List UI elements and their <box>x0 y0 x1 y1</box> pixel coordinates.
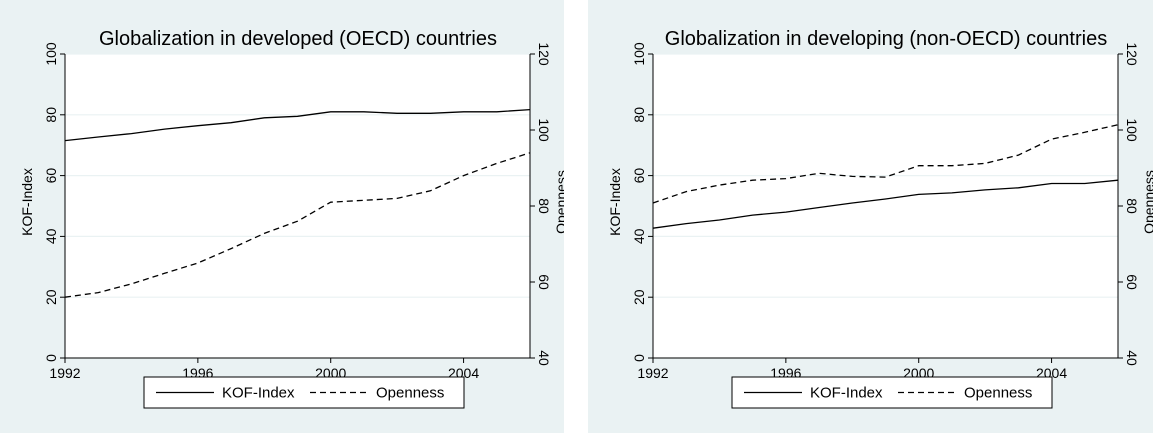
chart-panel-oecd: Globalization in developed (OECD) countr… <box>0 0 564 433</box>
y-tick-label-right: 60 <box>1124 274 1140 290</box>
y-axis-label-left: KOF-Index <box>607 168 623 236</box>
y-tick-label-left: 100 <box>631 42 647 66</box>
chart-non-oecd: Globalization in developing (non-OECD) c… <box>607 28 1153 409</box>
y-tick-label-left: 40 <box>631 228 647 244</box>
chart-panel-non-oecd: Globalization in developing (non-OECD) c… <box>588 0 1153 433</box>
y-tick-label-left: 0 <box>43 354 59 362</box>
y-tick-label-right: 60 <box>536 274 552 290</box>
y-tick-label-left: 20 <box>43 289 59 305</box>
y-tick-label-right: 120 <box>536 42 552 66</box>
y-tick-label-left: 60 <box>631 168 647 184</box>
y-axis-label-right: Openness <box>1141 170 1153 234</box>
series-line-kof-index <box>64 108 531 142</box>
legend-label: KOF-Index <box>222 385 295 402</box>
plot-area <box>65 54 530 358</box>
y-tick-label-right: 80 <box>536 198 552 214</box>
x-tick-label: 1992 <box>49 365 80 381</box>
y-tick-label-left: 20 <box>631 289 647 305</box>
y-axis-label-right: Openness <box>553 170 564 234</box>
legend: KOF-Index Openness <box>731 376 1053 409</box>
y-axis-label-left: KOF-Index <box>19 168 35 236</box>
y-tick-label-left: 80 <box>43 107 59 123</box>
chart-oecd: Globalization in developed (OECD) countr… <box>19 28 564 409</box>
chart-title: Globalization in developing (non-OECD) c… <box>665 28 1107 50</box>
y-tick-label-right: 100 <box>536 118 552 142</box>
series-line-openness <box>652 124 1119 204</box>
plot-area <box>653 54 1118 358</box>
series-line-openness <box>64 152 531 298</box>
y-tick-label-left: 0 <box>631 354 647 362</box>
y-tick-label-right: 40 <box>1124 350 1140 366</box>
chart-title: Globalization in developed (OECD) countr… <box>99 28 497 50</box>
legend-label: KOF-Index <box>810 385 883 402</box>
x-tick-label: 1992 <box>637 365 668 381</box>
y-tick-label-left: 80 <box>631 107 647 123</box>
y-tick-label-left: 40 <box>43 228 59 244</box>
y-tick-label-right: 80 <box>1124 198 1140 214</box>
y-tick-label-right: 100 <box>1124 118 1140 142</box>
y-tick-label-left: 60 <box>43 168 59 184</box>
legend: KOF-Index Openness <box>143 376 465 409</box>
y-tick-label-left: 100 <box>43 42 59 66</box>
series-line-kof-index <box>652 179 1119 229</box>
y-tick-label-right: 120 <box>1124 42 1140 66</box>
legend-label: Openness <box>964 385 1032 402</box>
legend-label: Openness <box>376 385 444 402</box>
y-tick-label-right: 40 <box>536 350 552 366</box>
